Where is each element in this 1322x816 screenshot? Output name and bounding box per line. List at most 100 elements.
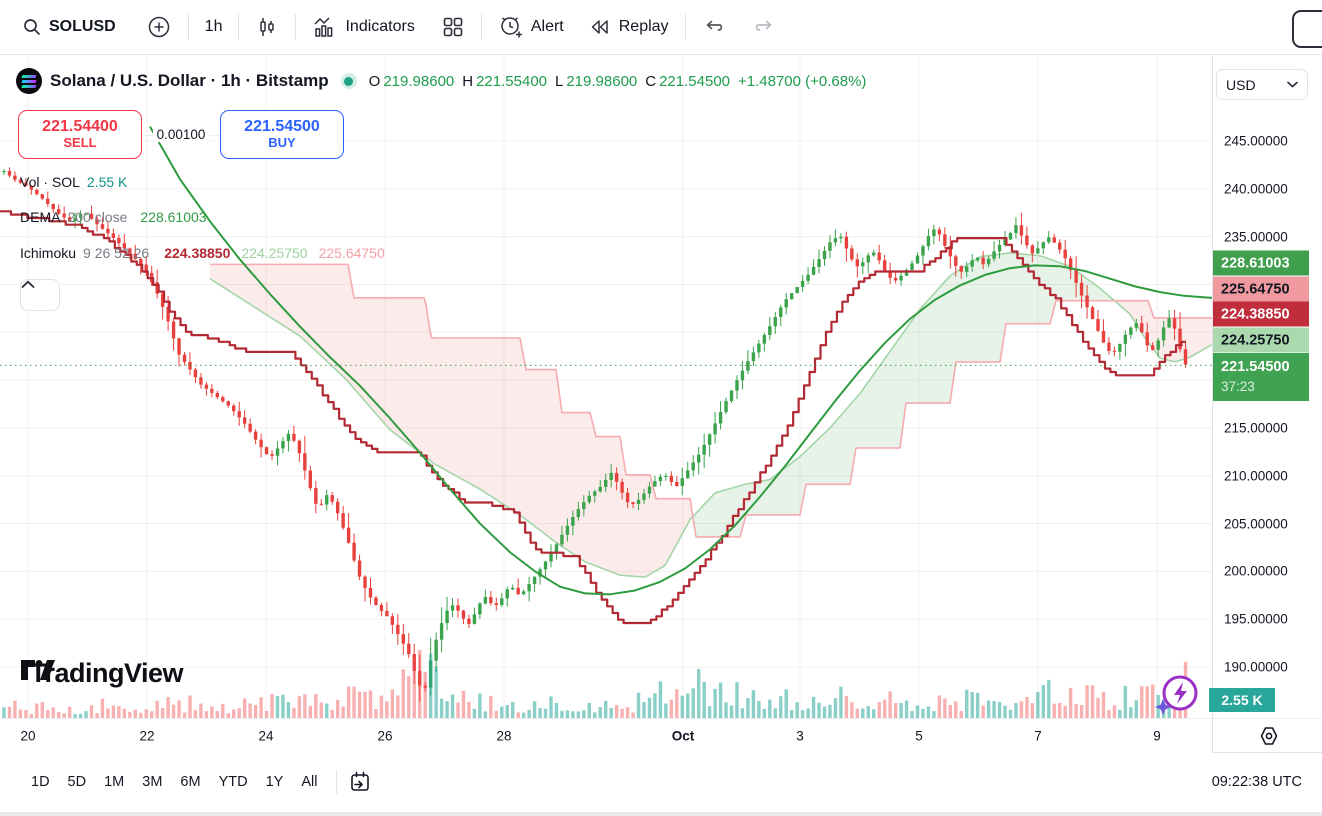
dema-value: 228.61003	[140, 209, 207, 225]
chart-style-button[interactable]	[247, 11, 287, 43]
open-label: O	[368, 72, 381, 90]
dema-title: DEMA	[20, 209, 61, 225]
ichimoku-span-b-value: 225.64750	[318, 245, 385, 261]
redo-icon	[752, 15, 776, 39]
range-3m-button[interactable]: 3M	[142, 774, 163, 790]
volume-title: Vol · SOL	[20, 174, 80, 190]
time-tick: 9	[1153, 728, 1161, 744]
ichimoku-title: Ichimoku	[20, 245, 77, 261]
solana-logo-icon	[16, 68, 42, 94]
range-1d-button[interactable]: 1D	[31, 774, 50, 790]
currency-select[interactable]: USD	[1216, 69, 1308, 100]
price-tick: 190.00000	[1224, 659, 1288, 675]
spread-wrap: 0.00100	[142, 127, 220, 142]
low-value: 219.98600	[566, 72, 638, 90]
boost-button[interactable]	[1152, 670, 1202, 720]
toolbar-separator	[684, 14, 686, 40]
alert-button[interactable]: Alert	[490, 10, 572, 44]
legend-dema-row[interactable]: DEMA 200 close 228.61003	[20, 209, 207, 225]
price-tick: 195.00000	[1224, 611, 1288, 627]
indicators-button[interactable]: Indicators	[304, 11, 422, 43]
replay-label: Replay	[618, 18, 669, 35]
buy-label: BUY	[268, 135, 296, 151]
price-badge: 225.64750	[1213, 276, 1309, 302]
price-tick: 245.00000	[1224, 133, 1288, 149]
plus-circle-icon	[146, 14, 172, 40]
tradingview-watermark: TradingView	[20, 658, 184, 689]
redo-button[interactable]	[744, 11, 784, 43]
window-layout-button[interactable]	[1292, 10, 1322, 48]
time-axis[interactable]: 20 22 24 26 28 Oct 3 5 7 9	[0, 718, 1212, 753]
watermark-text: TradingView	[30, 658, 184, 688]
toolbar-separator	[187, 14, 189, 40]
sell-button[interactable]: 221.54400 SELL	[18, 110, 142, 159]
toolbar-separator	[295, 14, 297, 40]
range-6m-button[interactable]: 6M	[180, 774, 201, 790]
price-tick: 210.00000	[1224, 468, 1288, 484]
undo-icon	[702, 15, 726, 39]
volume-value: 2.55 K	[86, 174, 128, 190]
price-badge: 221.54500 37:23	[1213, 353, 1309, 401]
go-to-date-button[interactable]	[347, 769, 373, 795]
ohlc-values: O 219.98600 H 221.55400 L 219.98600 C 221.54…	[369, 73, 867, 90]
change-value: +1.48700 (+0.68%)	[738, 72, 867, 90]
replay-icon	[588, 15, 612, 39]
close-value: 221.54500	[659, 72, 730, 90]
toolbar-separator	[238, 14, 240, 40]
interval-label: 1h	[204, 18, 223, 35]
time-tick: 26	[377, 728, 393, 744]
clock-utc[interactable]: 09:22:38 UTC	[1211, 774, 1302, 790]
indicators-icon	[312, 15, 338, 39]
candlestick-icon	[255, 15, 279, 39]
replay-button[interactable]: Replay	[580, 11, 677, 43]
buy-button[interactable]: 221.54500 BUY	[220, 110, 344, 159]
range-ytd-button[interactable]: YTD	[218, 774, 248, 790]
price-tick: 205.00000	[1224, 516, 1288, 532]
price-badge: 224.25750	[1213, 327, 1309, 353]
session-settings-button[interactable]	[1257, 724, 1281, 753]
interval-button[interactable]: 1h	[197, 14, 231, 40]
price-tick: 235.00000	[1224, 229, 1288, 245]
time-tick: 7	[1034, 728, 1042, 744]
symbol-name: SOLUSD	[49, 18, 116, 35]
buy-price: 221.54500	[244, 117, 320, 135]
layout-grid-button[interactable]	[433, 11, 473, 43]
sell-label: SELL	[63, 135, 97, 151]
symbol-info-row[interactable]: Solana / U.S. Dollar · 1h · Bitstamp O 21…	[16, 68, 866, 94]
chart-region[interactable]: Solana / U.S. Dollar · 1h · Bitstamp O 21…	[0, 56, 1212, 718]
range-all-button[interactable]: All	[301, 774, 318, 790]
legend-ichimoku-row[interactable]: Ichimoku 9 26 52 26 224.38850 224.25750 …	[20, 245, 385, 261]
currency-value: USD	[1226, 76, 1256, 93]
time-tick: 28	[496, 728, 512, 744]
time-axis-corner	[1212, 718, 1322, 752]
time-tick: 22	[139, 728, 155, 744]
lightning-icon	[1174, 682, 1187, 704]
compare-add-button[interactable]	[138, 10, 180, 44]
time-tick: 20	[20, 728, 36, 744]
price-tick: 200.00000	[1224, 563, 1288, 579]
price-tick: 215.00000	[1224, 420, 1288, 436]
grid-layout-icon	[441, 15, 465, 39]
range-1y-button[interactable]: 1Y	[265, 774, 284, 790]
volume-scale-badge: 2.55 K	[1209, 688, 1275, 712]
alert-clock-icon	[498, 14, 524, 40]
alert-label: Alert	[530, 18, 564, 35]
legend-volume-row[interactable]: Vol · SOL 2.55 K	[20, 174, 127, 190]
range-5d-button[interactable]: 5D	[67, 774, 87, 790]
sell-price: 221.54400	[42, 117, 118, 135]
divider	[336, 770, 338, 794]
price-chart-canvas[interactable]	[0, 56, 1212, 718]
price-scale[interactable]: USD 2.55 K 245.00000 240.00000 235.00000 21…	[1209, 56, 1322, 718]
collapse-legend-button[interactable]	[20, 279, 60, 311]
open-value: 219.98600	[383, 72, 455, 90]
toolbar-separator	[480, 14, 482, 40]
symbol-search-button[interactable]: SOLUSD	[14, 13, 124, 41]
trade-panel: 221.54400 SELL 0.00100 221.54500 BUY	[18, 110, 344, 159]
high-value: 221.55400	[476, 72, 547, 90]
market-status-icon	[340, 73, 357, 89]
price-badge: 228.61003	[1213, 250, 1309, 276]
undo-button[interactable]	[694, 11, 734, 43]
range-1m-button[interactable]: 1M	[104, 774, 125, 790]
close-label: C	[645, 72, 657, 90]
